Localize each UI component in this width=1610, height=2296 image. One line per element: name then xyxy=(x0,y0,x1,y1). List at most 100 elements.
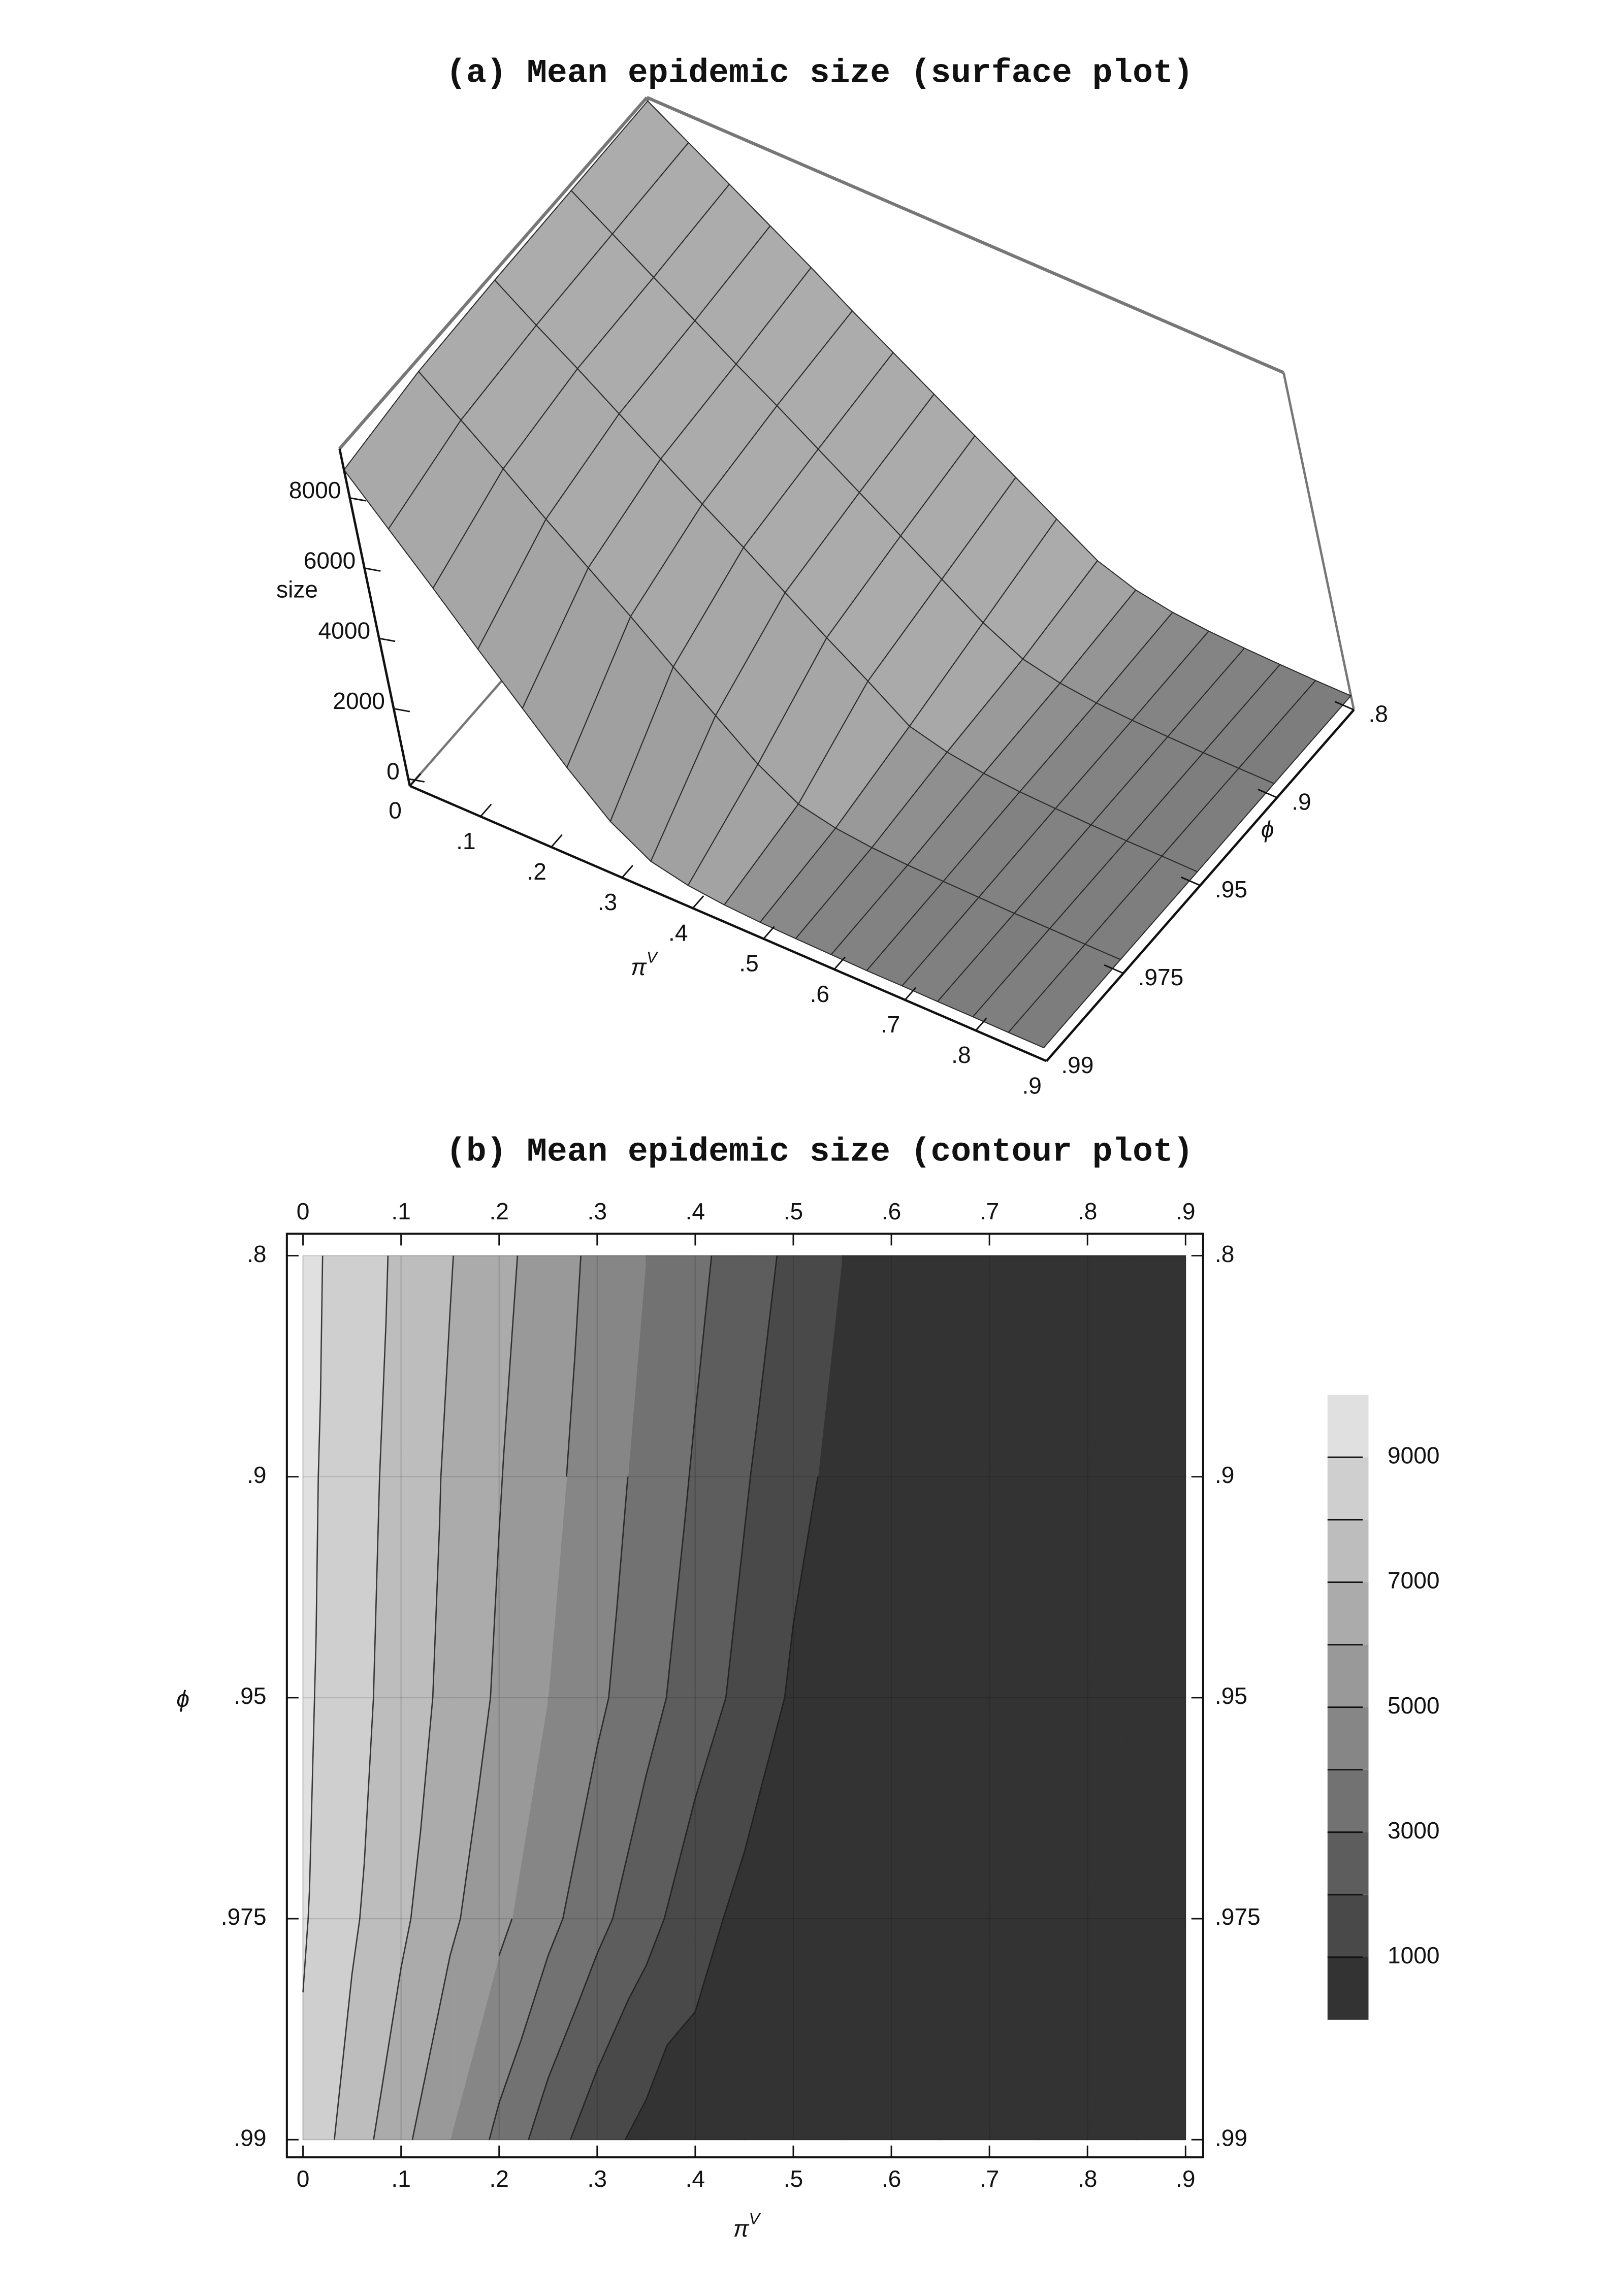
x-tick xyxy=(904,987,917,1000)
y-tick-label: .95 xyxy=(1215,876,1247,902)
y-tick xyxy=(1334,701,1355,711)
contour-line xyxy=(400,1918,412,1968)
contour-line xyxy=(334,1974,353,2140)
x-tick-label: .4 xyxy=(686,1198,705,1224)
contour-line xyxy=(503,1255,519,1457)
y-tick-label: .99 xyxy=(1215,2124,1247,2151)
surface-title: (a) Mean epidemic size (surface plot) xyxy=(446,54,1193,92)
contour-line xyxy=(616,1476,629,1609)
x-tick-label: .2 xyxy=(489,2165,508,2192)
contour-line xyxy=(489,2103,500,2140)
contour-line xyxy=(440,1311,451,1477)
contour-line xyxy=(792,1476,819,1625)
x-tick-label: .8 xyxy=(951,1042,971,1068)
contour-line xyxy=(521,1955,549,2040)
z-tick-label: 6000 xyxy=(304,547,356,573)
legend-band xyxy=(1327,1769,1369,1832)
contour-band xyxy=(793,1918,843,2140)
contour-line xyxy=(694,1918,724,2012)
axis-label: πV xyxy=(733,2210,761,2242)
x-tick-label: 0 xyxy=(297,1198,310,1224)
contour-band xyxy=(1087,1255,1137,1477)
contour-line xyxy=(646,1918,665,1966)
contour-band xyxy=(989,1918,1039,2140)
contour-band xyxy=(891,1918,941,2140)
contour-band xyxy=(842,1697,892,1919)
contour-band xyxy=(989,1476,1039,1698)
x-tick-label: .5 xyxy=(784,1198,803,1224)
contour-line xyxy=(548,1918,564,1956)
y-tick xyxy=(1180,876,1201,886)
contour-line xyxy=(498,1918,513,1956)
x-tick-label: .6 xyxy=(810,981,829,1007)
contour-line xyxy=(498,1476,503,1532)
contour-line xyxy=(784,1624,794,1698)
contour-line xyxy=(569,2069,598,2140)
contour-line xyxy=(315,1476,319,1639)
contour-line xyxy=(449,1255,454,1311)
y-tick-label: .8 xyxy=(1215,1241,1234,1267)
z-tick xyxy=(393,707,410,713)
y-tick-label: .9 xyxy=(1215,1462,1234,1488)
contour-line xyxy=(624,2099,647,2140)
legend-band xyxy=(1327,1957,1369,2020)
x-tick xyxy=(551,834,563,848)
axis-label: πV xyxy=(631,948,659,980)
contour-line xyxy=(449,1918,461,1956)
x-tick-label: .7 xyxy=(980,2165,999,2192)
contour-line xyxy=(373,1967,402,2140)
y-tick-label: .975 xyxy=(1215,1903,1261,1930)
x-tick-label: .9 xyxy=(1176,2165,1195,2192)
contour-line xyxy=(373,1587,377,1698)
contour-line xyxy=(477,1697,491,1793)
x-tick-label: .5 xyxy=(739,950,758,977)
z-tick-label: 4000 xyxy=(318,618,371,644)
contour-line xyxy=(460,1792,479,1919)
contour-line xyxy=(646,2045,668,2100)
contour-line xyxy=(309,1697,315,1890)
contour-line xyxy=(317,1398,321,1477)
legend-band xyxy=(1327,1894,1369,1957)
contour-line xyxy=(439,1476,442,1525)
contour-band xyxy=(793,1255,843,1477)
contour-line xyxy=(666,2011,696,2046)
contour-line xyxy=(578,1953,598,2002)
contour-band xyxy=(449,1476,500,1698)
z-tick-label: 0 xyxy=(387,758,400,784)
x-tick-label: 0 xyxy=(389,797,402,824)
contour-line xyxy=(528,2078,549,2140)
contour-band xyxy=(1038,1476,1088,1698)
contour-line xyxy=(376,1476,380,1588)
legend-band xyxy=(1327,1707,1369,1770)
contour-line xyxy=(757,1255,778,1414)
z-tick xyxy=(364,567,381,572)
contour-line xyxy=(432,1524,440,1698)
x-tick-label: .3 xyxy=(598,889,617,915)
y-tick-label: .975 xyxy=(221,1903,267,1930)
contour-band xyxy=(1038,1255,1088,1477)
contour-band xyxy=(548,1476,567,1698)
contour-band xyxy=(1038,1918,1088,2140)
legend-band xyxy=(1327,1582,1369,1645)
contour-band xyxy=(842,1918,892,2140)
contour-band xyxy=(1038,1697,1088,1919)
contour-line xyxy=(596,1697,609,1747)
y-tick-label: .99 xyxy=(1061,1052,1093,1078)
contour-line xyxy=(410,1830,422,1919)
contour-line xyxy=(722,1852,745,1919)
contour-band xyxy=(891,1697,941,1919)
contour-line xyxy=(725,1532,745,1698)
contour-band xyxy=(596,1255,647,1477)
x-tick-label: .7 xyxy=(980,1198,999,1224)
legend-label: 7000 xyxy=(1388,1567,1440,1594)
contour-band xyxy=(548,1697,598,1919)
contour-band xyxy=(989,1697,1039,1919)
y-tick-label: .9 xyxy=(247,1462,266,1488)
y-tick-label: .8 xyxy=(1368,700,1388,727)
contour-line xyxy=(548,2001,579,2079)
legend-label: 3000 xyxy=(1388,1817,1440,1844)
contour-band xyxy=(1087,1476,1137,1698)
x-tick-label: .2 xyxy=(527,858,546,885)
contour-band xyxy=(498,1697,549,1919)
